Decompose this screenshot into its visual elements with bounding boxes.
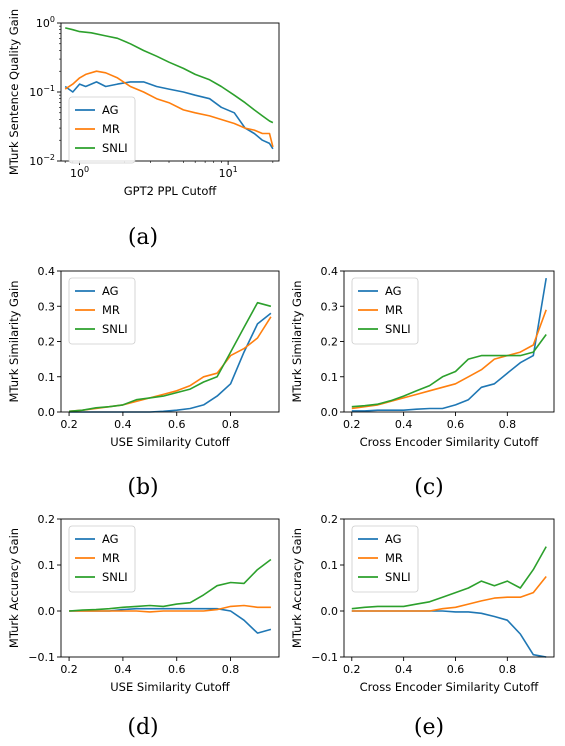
- x-tick-label: 101: [219, 165, 238, 180]
- legend-box: [351, 525, 419, 593]
- y-tick-label: 0.4: [38, 265, 56, 278]
- y-tick-label: 0.2: [38, 513, 56, 526]
- x-tick-label: 100: [70, 165, 89, 180]
- x-tick-label: 0.4: [114, 418, 132, 431]
- y-tick-label: 0.0: [321, 605, 339, 618]
- y-tick-label: 0.1: [321, 559, 339, 572]
- x-tick-label: 0.2: [60, 663, 78, 676]
- y-tick-label: 0.3: [321, 300, 339, 313]
- series-line-ag: [351, 610, 547, 658]
- y-tick-label: 0.2: [38, 336, 56, 349]
- y-tick-label: 0.1: [38, 559, 56, 572]
- legend-box: [68, 277, 136, 345]
- series-line-ag: [351, 277, 547, 412]
- x-axis-label: USE Similarity Cutoff: [110, 680, 231, 694]
- y-tick-label: 10−2: [29, 153, 55, 168]
- legend-label-mr: MR: [385, 303, 403, 317]
- series-line-mr: [351, 575, 547, 612]
- legend-label-snli: SNLI: [385, 570, 411, 584]
- x-tick-label: 0.6: [447, 418, 465, 431]
- series-line-ag: [69, 607, 272, 634]
- series-line-snli: [69, 301, 272, 413]
- y-tick-label: 100: [36, 15, 55, 30]
- x-tick-label: 0.8: [499, 663, 517, 676]
- y-axis-label: MTurk Accuracy Gain: [290, 528, 304, 648]
- y-tick-label: 0.3: [38, 300, 56, 313]
- x-tick-label: 0.4: [395, 663, 413, 676]
- legend-label-ag: AG: [385, 284, 402, 298]
- y-tick-label: 10−1: [29, 84, 55, 99]
- legend-label-mr: MR: [385, 551, 403, 565]
- legend-box: [68, 525, 136, 593]
- x-tick-label: 0.4: [114, 663, 132, 676]
- x-tick-label: 0.2: [343, 418, 361, 431]
- legend-label-snli: SNLI: [102, 322, 128, 336]
- x-axis-label: Cross Encoder Similarity Cutoff: [360, 680, 540, 694]
- legend-label-mr: MR: [102, 122, 120, 136]
- legend-label-snli: SNLI: [102, 141, 128, 155]
- x-axis-label: Cross Encoder Similarity Cutoff: [360, 435, 540, 449]
- x-tick-label: 0.2: [60, 418, 78, 431]
- y-tick-label: 0.0: [38, 406, 56, 419]
- plot-frame: [60, 518, 280, 658]
- x-tick-label: 0.6: [168, 418, 186, 431]
- caption-e: (e): [413, 715, 445, 740]
- series-line-snli: [351, 546, 547, 610]
- chart-a: 100 101 10−2 10−1 100 GPT2 PPL Cutoff MTurk Se…: [7, 9, 280, 198]
- y-tick-label: 0.0: [38, 605, 56, 618]
- series-line-mr: [69, 604, 271, 613]
- legend-label-ag: AG: [102, 103, 119, 117]
- x-tick-label: 0.8: [499, 418, 517, 431]
- y-tick-label: 0.0: [321, 406, 339, 419]
- y-axis-label: MTurk Similarity Gain: [290, 280, 304, 402]
- y-tick-label: 0.2: [321, 336, 339, 349]
- x-axis-label: GPT2 PPL Cutoff: [124, 184, 218, 198]
- x-tick-label: 0.6: [447, 663, 465, 676]
- legend-label-snli: SNLI: [385, 322, 411, 336]
- chart-b: 0.2 0.4 0.6 0.8 0.0 0.1 0.2 0.3 0.4 USE Similarit…: [7, 265, 280, 449]
- plot-frame: [343, 518, 555, 658]
- legend-label-ag: AG: [102, 532, 119, 546]
- series-line-ag: [64, 81, 274, 150]
- caption-c: (c): [414, 475, 444, 500]
- y-axis-label: MTurk Sentence Quality Gain: [7, 9, 21, 175]
- y-tick-label: 0.1: [38, 371, 56, 384]
- legend-label-snli: SNLI: [102, 570, 128, 584]
- series-line-snli: [65, 27, 274, 124]
- y-tick-label: 0.4: [321, 265, 339, 278]
- y-tick-label: −0.1: [311, 651, 338, 664]
- series-line-snli: [351, 334, 547, 408]
- x-tick-label: 0.8: [222, 663, 240, 676]
- caption-b: (b): [127, 475, 159, 500]
- y-axis-label: MTurk Similarity Gain: [7, 280, 21, 402]
- series-line-mr: [64, 70, 274, 148]
- legend-label-ag: AG: [385, 532, 402, 546]
- chart-e: 0.2 0.4 0.6 0.8 −0.1 0.0 0.1 0.2 Cross Encoder S…: [290, 513, 555, 694]
- y-axis-label: MTurk Accuracy Gain: [7, 528, 21, 648]
- y-tick-label: −0.1: [28, 651, 55, 664]
- x-tick-label: 0.8: [222, 418, 240, 431]
- x-tick-label: 0.6: [168, 663, 186, 676]
- caption-d: (d): [127, 715, 159, 740]
- legend-label-mr: MR: [102, 551, 120, 565]
- legend-label-mr: MR: [102, 303, 120, 317]
- legend-label-ag: AG: [102, 284, 119, 298]
- x-axis-label: USE Similarity Cutoff: [110, 435, 231, 449]
- y-tick-label: 0.2: [321, 513, 339, 526]
- series-line-snli: [69, 558, 272, 612]
- chart-d: 0.2 0.4 0.6 0.8 −0.1 0.0 0.1 0.2 USE Similarity …: [7, 513, 280, 694]
- x-tick-label: 0.4: [395, 418, 413, 431]
- legend-box: [68, 96, 136, 164]
- y-tick-label: 0.1: [321, 371, 339, 384]
- chart-c: 0.2 0.4 0.6 0.8 0.0 0.1 0.2 0.3 0.4 Cross Encoder…: [290, 265, 555, 449]
- legend-box: [351, 277, 419, 345]
- x-tick-label: 0.2: [343, 663, 361, 676]
- caption-a: (a): [127, 225, 159, 250]
